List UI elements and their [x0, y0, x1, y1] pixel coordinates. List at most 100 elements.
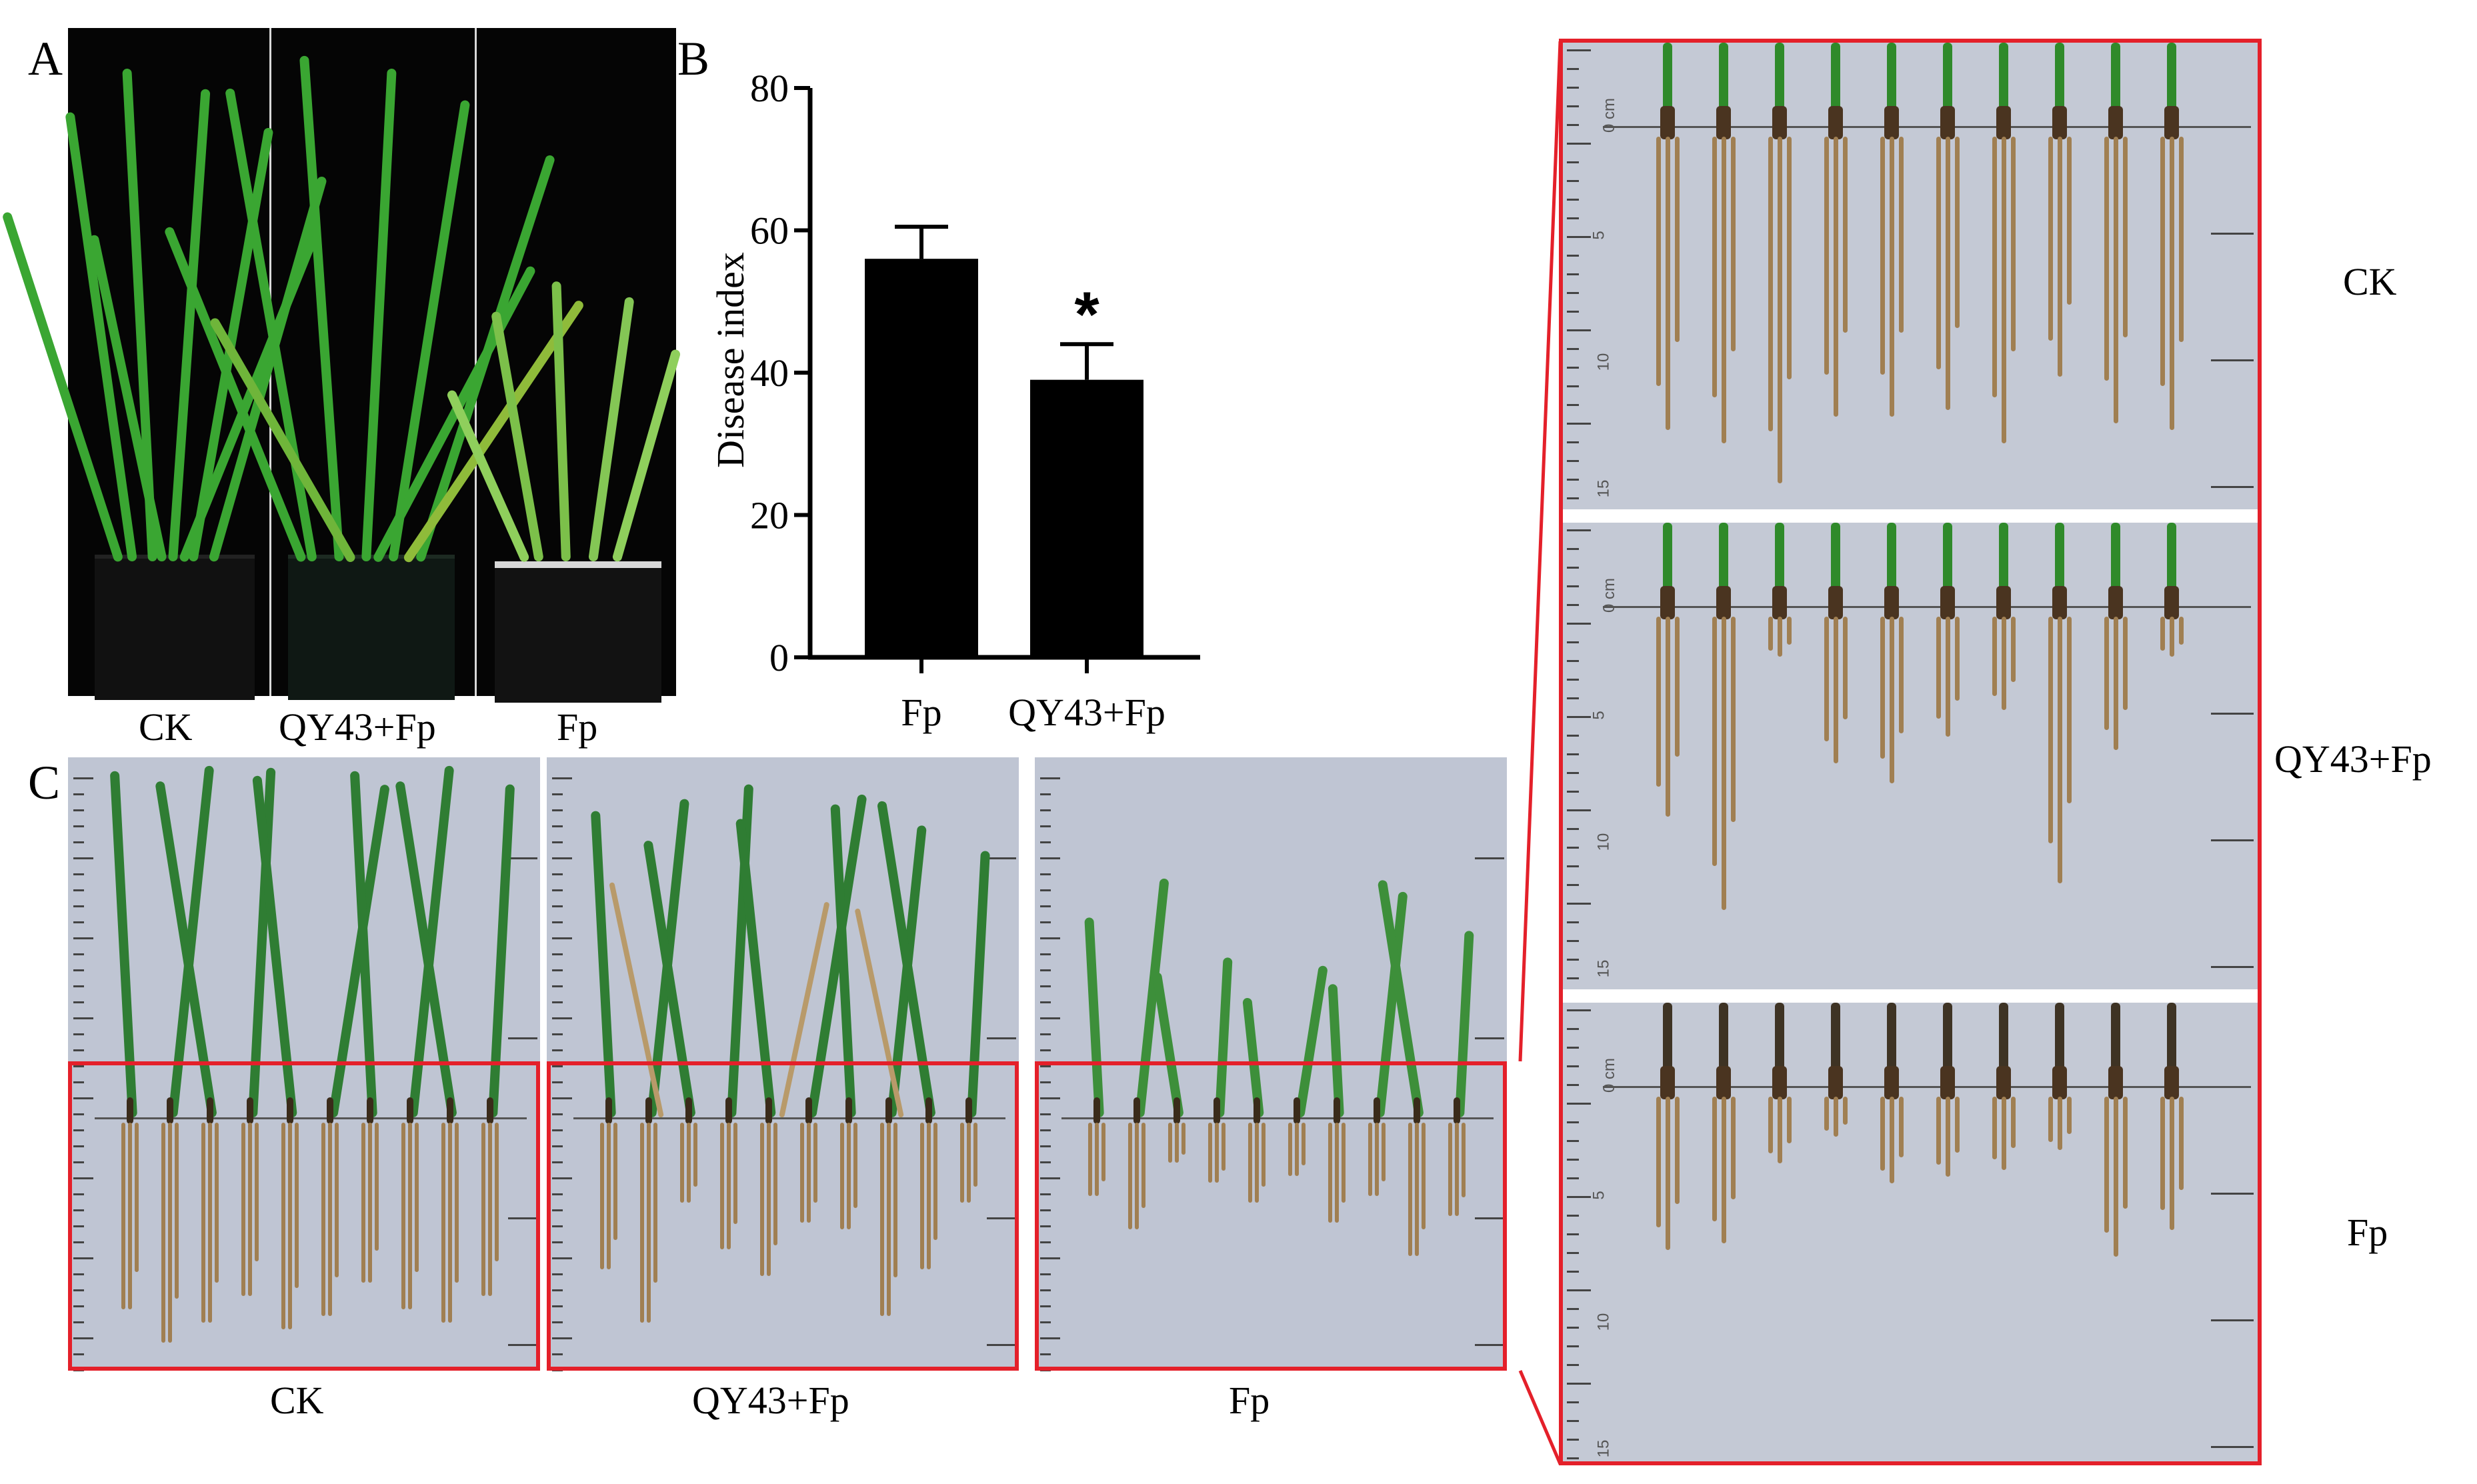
seedling-root [1890, 1097, 1894, 1183]
seedling-root [607, 1123, 611, 1269]
seedling-root [1666, 617, 1670, 817]
seedling-root [1088, 1123, 1092, 1196]
seedling-root [2058, 617, 2062, 883]
seedling-crown [2052, 1066, 2067, 1099]
seedling-root [1248, 1123, 1252, 1203]
ruler-tick [1567, 143, 1591, 145]
seedling-crown [2164, 1066, 2179, 1099]
ruler-tick [1567, 161, 1579, 163]
ruler-tick [1567, 623, 1591, 625]
significance-asterisk: * [1074, 279, 1099, 350]
seedling-root [773, 1123, 777, 1245]
ruler-tick [1040, 809, 1051, 811]
seedling-root [1778, 137, 1782, 483]
seedling-crown [1716, 106, 1731, 139]
seedling-crown [765, 1097, 772, 1124]
ruler-tick [1040, 1177, 1060, 1179]
seedling-root [2011, 137, 2016, 351]
panel-c-label-ck: CK [270, 1379, 324, 1422]
seedling-stem [1999, 43, 2008, 119]
panel-letter-a: A [28, 32, 63, 85]
ruler-tick [73, 809, 84, 811]
seedling-root [1175, 1123, 1179, 1163]
seedling-root [1880, 137, 1885, 375]
ruler-tick [73, 985, 84, 987]
ruler-tick [73, 1129, 84, 1131]
zero-cm-line [1603, 126, 2251, 128]
seedling-root [1101, 1123, 1105, 1181]
ruler-tick [1040, 841, 1051, 843]
ruler-tick [552, 1097, 572, 1099]
ruler-tick [73, 1241, 84, 1243]
seedling-root [1408, 1123, 1412, 1256]
ruler-tick [1040, 873, 1051, 875]
seedling-crown [845, 1097, 852, 1124]
seedling-root [2104, 617, 2109, 730]
seedling-root [175, 1123, 179, 1299]
ruler-tick [73, 969, 84, 971]
ruler-tick [73, 1225, 84, 1227]
seedling-root [2048, 1097, 2053, 1142]
seedling-root [281, 1123, 285, 1329]
zero-cm-line [95, 1117, 527, 1119]
seedling-root [1335, 1123, 1339, 1223]
ruler-tick [1567, 441, 1579, 443]
seedling-root [613, 1123, 617, 1240]
seedling-root [1712, 137, 1717, 397]
ruler-tick [552, 825, 563, 827]
seedling-root [1712, 1097, 1717, 1221]
seedling-crown [2052, 106, 2067, 139]
ruler-tick [1567, 329, 1591, 331]
seedling-stem [1943, 43, 1952, 119]
seedling-root [1843, 137, 1848, 333]
ruler-tick [552, 985, 563, 987]
seedling-root [1135, 1123, 1139, 1229]
ruler-tick [1567, 660, 1579, 662]
seedling-root [1992, 617, 1997, 696]
ruler-tick [1567, 1084, 1579, 1086]
seedling-root [1890, 617, 1894, 783]
ruler-tick [552, 1209, 563, 1211]
seedling-stem [1775, 43, 1784, 119]
seedling-root [1768, 617, 1773, 651]
root-region-highlight [68, 1061, 540, 1371]
seedling-root [208, 1123, 212, 1323]
seedling-stem [2167, 1003, 2176, 1079]
seedling-root [2123, 137, 2128, 337]
ruler-tick [1040, 1001, 1051, 1003]
x-tick-label: QY43+Fp [1008, 691, 1165, 734]
ruler-tick [1567, 199, 1579, 201]
y-tick-label: 20 [750, 494, 789, 537]
seedling-root [2048, 137, 2053, 341]
seedling-root [687, 1123, 691, 1203]
seedling-root [215, 1123, 219, 1283]
ruler-tick [552, 905, 563, 907]
ruler-tick [1567, 1177, 1579, 1179]
seedling-root [1899, 1097, 1904, 1157]
seedling-root [2104, 1097, 2109, 1233]
ruler-tick [1567, 479, 1579, 481]
ruler-tick [987, 857, 1016, 859]
ruler-tick [1567, 884, 1579, 886]
photo-divider [475, 28, 477, 696]
y-axis-label: Disease index [709, 252, 752, 468]
seedling-crown [1660, 586, 1675, 619]
seedling-stem [2055, 43, 2064, 119]
seedling-root [2114, 1097, 2118, 1257]
seedling-crown [1996, 106, 2011, 139]
seedling-root [967, 1123, 971, 1203]
ruler-tick [1567, 1401, 1579, 1403]
ruler-tick [1567, 1028, 1579, 1030]
ruler-tick [2211, 966, 2254, 968]
bar-fp [865, 259, 978, 657]
seedling-stem [1663, 1003, 1672, 1079]
ruler-tick [552, 1193, 563, 1195]
ruler-tick [1567, 1159, 1579, 1161]
ruler-tick [1567, 311, 1579, 313]
ruler-tick [1567, 641, 1579, 643]
zero-cm-line [1603, 606, 2251, 608]
ruler-tick [1475, 1217, 1504, 1219]
ruler-tick [1475, 1037, 1504, 1039]
seedling-root [448, 1123, 452, 1323]
ruler-tick [1567, 548, 1579, 550]
